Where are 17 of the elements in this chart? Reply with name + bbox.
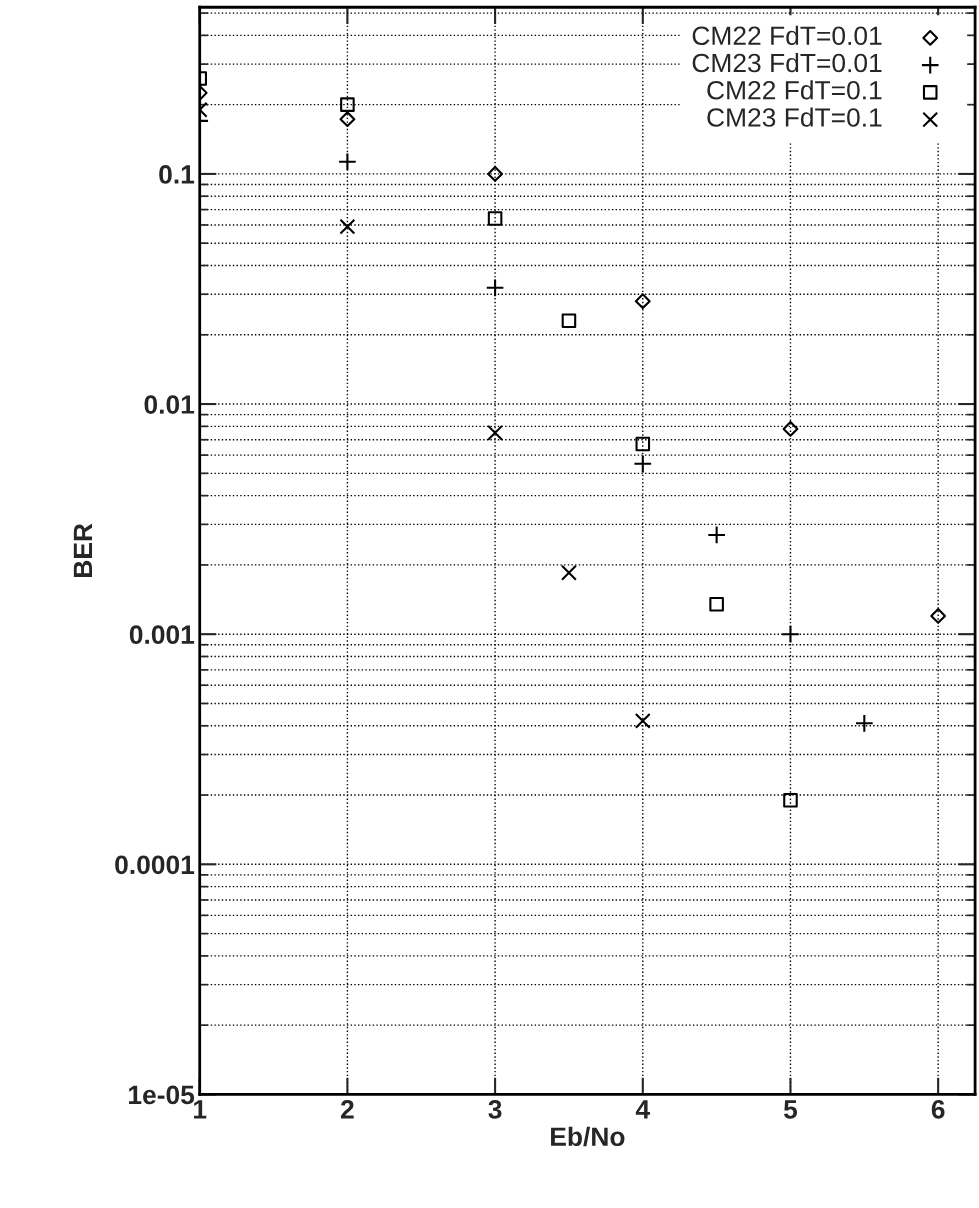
x-tick-label: 2 (340, 1100, 354, 1119)
x-tick-label: 6 (931, 1100, 945, 1119)
y-tick-label: 0.01 (144, 395, 195, 414)
x-tick-label: 5 (783, 1100, 798, 1119)
x-tick-label: 3 (488, 1100, 502, 1119)
x-tick-label: 4 (635, 1100, 650, 1119)
y-tick-label: 1e-05 (129, 1085, 195, 1105)
legend-label: CM23 FdT=0.01 (692, 52, 882, 73)
legend-label: CM22 FdT=0.1 (707, 80, 882, 100)
y-tick-label: 0.1 (159, 165, 195, 184)
legend-label: CM23 FdT=0.1 (707, 107, 882, 127)
y-tick-label: 0.001 (129, 625, 195, 645)
y-tick-label: 0.0001 (115, 855, 195, 875)
legend-label: CM22 FdT=0.01 (692, 25, 882, 46)
y-axis-title: BER (73, 523, 93, 577)
x-tick-label: 1 (194, 1100, 207, 1119)
x-axis-title: Eb/No (551, 1126, 625, 1147)
